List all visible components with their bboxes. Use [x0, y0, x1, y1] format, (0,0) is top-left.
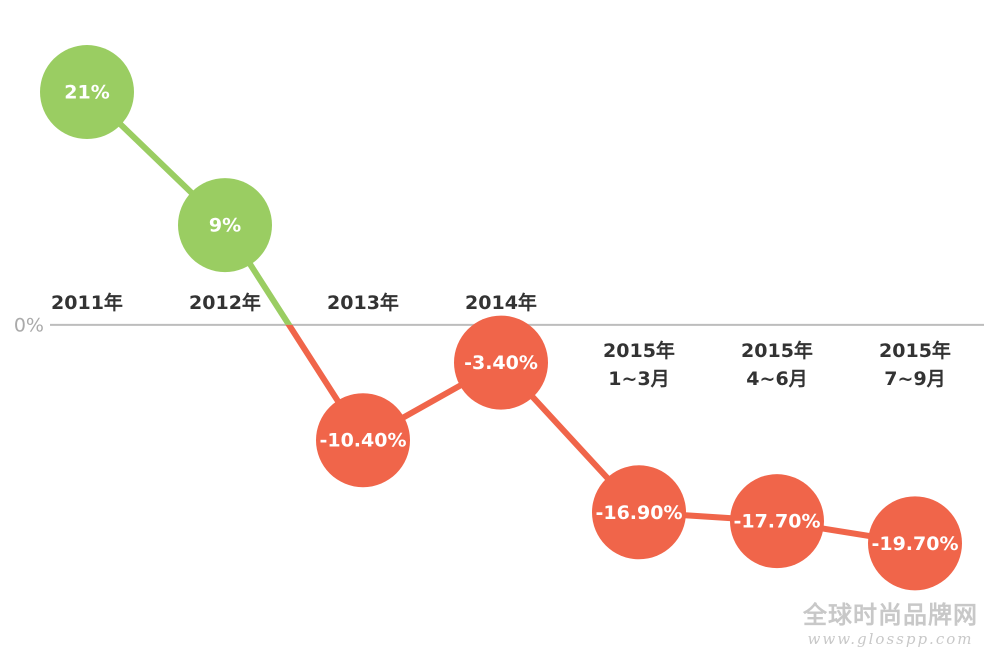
value-label: -3.40% [464, 352, 538, 374]
point [454, 315, 548, 410]
value-label: 21% [64, 82, 109, 104]
x-tick-label: 2015年 7~9月 [879, 339, 951, 390]
value-label: -19.70% [871, 533, 958, 555]
point [730, 474, 824, 569]
x-tick-label: 2015年 4~6月 [741, 339, 813, 390]
value-label: -10.40% [319, 430, 406, 452]
y-tick-label: 0% [14, 314, 44, 336]
x-tick-label: 2012年 [189, 291, 261, 314]
point [178, 178, 272, 273]
watermark: 全球时尚品牌网 www.glosspp.com [803, 595, 978, 648]
x-tick-label: 2015年 1~3月 [603, 339, 675, 390]
value-label: 9% [209, 215, 241, 237]
x-tick-label: 2013年 [327, 291, 399, 314]
point [868, 496, 962, 591]
watermark-url: www.glosspp.com [807, 630, 974, 648]
watermark-title: 全球时尚品牌网 [803, 600, 978, 629]
x-tick-label: 2014年 [465, 291, 537, 314]
x-tick-label: 2011年 [51, 291, 123, 314]
point [316, 393, 410, 488]
value-label: -17.70% [733, 511, 820, 533]
point [592, 465, 686, 560]
point [40, 45, 134, 140]
value-label: -16.90% [595, 502, 682, 524]
